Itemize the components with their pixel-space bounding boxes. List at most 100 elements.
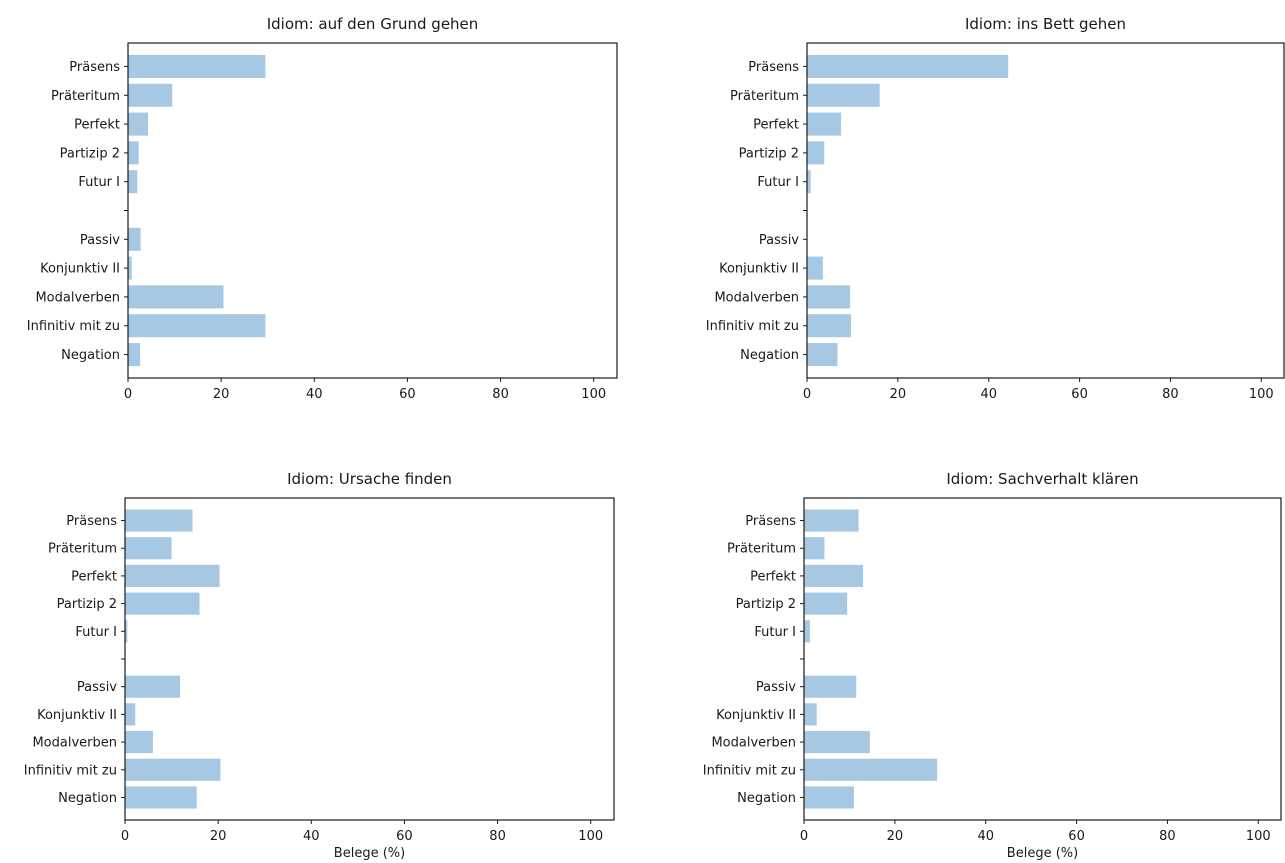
bar bbox=[128, 170, 138, 194]
x-tick-label: 80 bbox=[1162, 387, 1179, 402]
bar bbox=[804, 730, 870, 754]
x-tick-label: 20 bbox=[887, 829, 904, 844]
x-tick-label: 40 bbox=[980, 387, 997, 402]
x-tick-label: 60 bbox=[1071, 387, 1088, 402]
x-tick-label: 60 bbox=[1068, 829, 1085, 844]
y-tick-label: Futur I bbox=[75, 625, 117, 640]
y-tick-label: Futur I bbox=[757, 175, 799, 190]
x-tick-label: 20 bbox=[890, 387, 907, 402]
bar bbox=[804, 537, 825, 560]
y-tick-label: Perfekt bbox=[753, 118, 799, 133]
bar bbox=[804, 675, 857, 698]
bar bbox=[125, 509, 193, 532]
y-tick-label: Präteritum bbox=[727, 542, 796, 557]
bar bbox=[128, 227, 141, 251]
y-tick-label: Infinitiv mit zu bbox=[706, 319, 799, 334]
bar bbox=[807, 170, 811, 194]
x-tick-label: 60 bbox=[396, 829, 413, 844]
bar bbox=[807, 256, 823, 280]
bar bbox=[128, 83, 173, 107]
y-tick-label: Negation bbox=[740, 348, 799, 363]
y-tick-label: Präsens bbox=[748, 60, 799, 75]
y-tick-label: Präteritum bbox=[730, 89, 799, 104]
subplot-2: Präsens Präteritum Perfekt Partizip 2 Futur … bbox=[706, 15, 1285, 402]
bar bbox=[128, 314, 266, 338]
bar bbox=[125, 786, 197, 809]
y-tick-label: Futur I bbox=[754, 625, 796, 640]
x-tick-label: 40 bbox=[306, 387, 323, 402]
bar bbox=[128, 285, 224, 309]
y-tick-label: Infinitiv mit zu bbox=[27, 319, 120, 334]
bar bbox=[804, 758, 938, 781]
x-tick-label: 80 bbox=[489, 829, 506, 844]
y-tick-label: Negation bbox=[61, 348, 120, 363]
x-tick-label: 40 bbox=[977, 829, 994, 844]
bar bbox=[128, 112, 149, 136]
chart-title: Idiom: Sachverhalt klären bbox=[946, 470, 1138, 488]
bar bbox=[125, 564, 220, 588]
y-tick-label: Konjunktiv II bbox=[40, 262, 120, 277]
bar bbox=[804, 564, 864, 588]
subplot-4: Präsens Präteritum Perfekt Partizip 2 Futur … bbox=[703, 470, 1282, 861]
y-tick-label: Perfekt bbox=[74, 118, 120, 133]
bar bbox=[128, 343, 141, 367]
x-axis-label: Belege (%) bbox=[1007, 846, 1078, 861]
bar bbox=[807, 343, 838, 367]
y-tick-label: Präteritum bbox=[48, 542, 117, 557]
y-tick-label: Futur I bbox=[78, 175, 120, 190]
subplot-3: Präsens Präteritum Perfekt Partizip 2 Futur … bbox=[24, 470, 615, 861]
bar bbox=[128, 141, 139, 165]
y-tick-label: Perfekt bbox=[71, 569, 117, 584]
y-tick-label: Infinitiv mit zu bbox=[24, 763, 117, 778]
x-tick-label: 20 bbox=[213, 387, 230, 402]
y-tick-label: Konjunktiv II bbox=[716, 708, 796, 723]
bar bbox=[804, 786, 854, 809]
x-tick-label: 0 bbox=[800, 829, 808, 844]
bar bbox=[125, 703, 136, 726]
x-tick-label: 100 bbox=[1249, 387, 1274, 402]
y-tick-label: Passiv bbox=[80, 233, 120, 248]
y-tick-label: Präsens bbox=[745, 514, 796, 529]
x-tick-label: 100 bbox=[1246, 829, 1271, 844]
y-tick-label: Konjunktiv II bbox=[719, 262, 799, 277]
y-tick-label: Negation bbox=[58, 791, 117, 806]
bar bbox=[125, 592, 200, 615]
y-tick-label: Präteritum bbox=[51, 89, 120, 104]
chart-title: Idiom: auf den Grund gehen bbox=[267, 15, 479, 33]
x-tick-label: 80 bbox=[1159, 829, 1176, 844]
x-tick-label: 0 bbox=[803, 387, 811, 402]
y-tick-label: Negation bbox=[737, 791, 796, 806]
x-tick-label: 0 bbox=[124, 387, 132, 402]
y-tick-label: Modalverben bbox=[32, 736, 117, 751]
x-tick-label: 0 bbox=[121, 829, 129, 844]
bar bbox=[125, 675, 180, 698]
subplot-1: Präsens Präteritum Perfekt Partizip 2 Futur … bbox=[27, 15, 618, 402]
y-tick-label: Modalverben bbox=[711, 736, 796, 751]
y-tick-label: Infinitiv mit zu bbox=[703, 763, 796, 778]
x-axis-label: Belege (%) bbox=[334, 846, 405, 861]
x-tick-label: 100 bbox=[578, 829, 603, 844]
bar bbox=[804, 703, 817, 726]
x-tick-label: 80 bbox=[492, 387, 509, 402]
bar bbox=[804, 592, 848, 615]
bar bbox=[804, 620, 810, 643]
bar bbox=[125, 537, 172, 560]
bar bbox=[804, 509, 859, 532]
y-tick-label: Modalverben bbox=[35, 290, 120, 305]
y-tick-label: Partizip 2 bbox=[57, 597, 117, 612]
y-tick-label: Perfekt bbox=[750, 569, 796, 584]
bar bbox=[807, 285, 851, 309]
chart-title: Idiom: ins Bett gehen bbox=[965, 15, 1126, 33]
y-tick-label: Passiv bbox=[77, 680, 117, 695]
y-tick-label: Modalverben bbox=[714, 290, 799, 305]
bar bbox=[128, 256, 132, 280]
bar bbox=[807, 54, 1009, 78]
x-tick-label: 60 bbox=[399, 387, 416, 402]
bar bbox=[807, 314, 852, 338]
y-tick-label: Partizip 2 bbox=[60, 146, 120, 161]
x-tick-label: 100 bbox=[581, 387, 606, 402]
bar bbox=[125, 758, 221, 781]
y-tick-label: Partizip 2 bbox=[739, 146, 799, 161]
bar bbox=[128, 54, 266, 78]
